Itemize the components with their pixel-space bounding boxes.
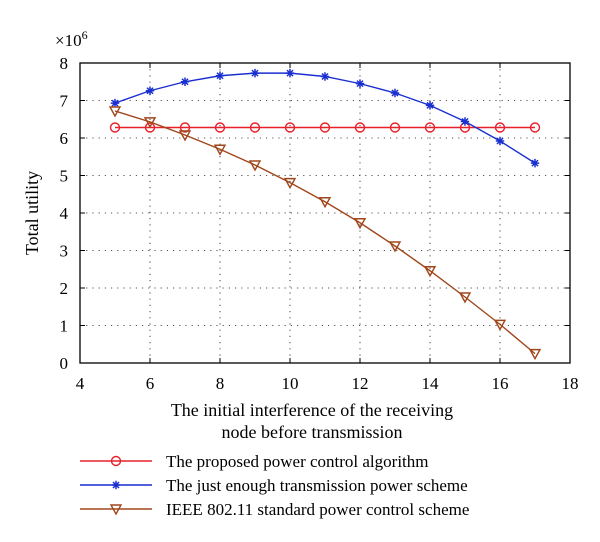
x-tick-label: 6 bbox=[146, 374, 155, 393]
data-point bbox=[145, 86, 155, 95]
data-point bbox=[108, 106, 122, 118]
legend-label: The just enough transmission power schem… bbox=[166, 476, 468, 495]
y-tick-label: 2 bbox=[60, 279, 69, 298]
series-2 bbox=[108, 106, 542, 361]
legend-entry-1: The just enough transmission power schem… bbox=[80, 476, 468, 495]
data-point bbox=[493, 319, 507, 331]
data-point bbox=[319, 122, 331, 133]
series-1 bbox=[110, 68, 540, 168]
x-tick-label: 4 bbox=[76, 374, 85, 393]
data-point bbox=[390, 88, 400, 98]
data-point bbox=[354, 122, 366, 133]
data-point bbox=[495, 136, 505, 146]
y-tick-label: 7 bbox=[60, 92, 69, 111]
data-point bbox=[424, 122, 436, 133]
data-point bbox=[143, 117, 157, 129]
legend: The proposed power control algorithm The … bbox=[80, 452, 469, 519]
data-point bbox=[285, 68, 295, 78]
legend-label: IEEE 802.11 standard power control schem… bbox=[166, 500, 469, 519]
data-point bbox=[460, 117, 470, 126]
data-point bbox=[389, 122, 401, 133]
data-point bbox=[249, 122, 261, 133]
x-tick-label: 18 bbox=[562, 374, 579, 393]
legend-marker bbox=[109, 504, 123, 516]
data-point bbox=[144, 122, 156, 133]
series-line bbox=[114, 110, 536, 355]
data-point bbox=[423, 266, 437, 278]
legend-marker bbox=[110, 455, 122, 467]
data-point bbox=[283, 177, 297, 190]
y-tick-label: 0 bbox=[60, 354, 69, 373]
y-multiplier-exp: 6 bbox=[82, 28, 88, 42]
legend-entry-2: IEEE 802.11 standard power control schem… bbox=[80, 500, 469, 519]
y-tick-label: 6 bbox=[60, 129, 69, 148]
data-point bbox=[250, 68, 260, 78]
x-tick-label: 16 bbox=[492, 374, 509, 393]
data-point bbox=[530, 158, 540, 168]
data-point bbox=[213, 144, 227, 156]
y-tick-label: 5 bbox=[60, 167, 69, 186]
data-point bbox=[528, 348, 542, 361]
data-point bbox=[214, 122, 226, 133]
series-line bbox=[114, 72, 536, 164]
legend-label: The proposed power control algorithm bbox=[166, 452, 429, 471]
data-point bbox=[388, 241, 402, 253]
y-tick-label: 8 bbox=[60, 54, 69, 73]
x-axis-label-line-2: node before transmission bbox=[222, 422, 403, 442]
data-point bbox=[320, 72, 330, 81]
data-point bbox=[284, 122, 296, 133]
y-axis-label: Total utility bbox=[22, 171, 42, 255]
data-point bbox=[248, 160, 262, 172]
x-tick-label: 10 bbox=[282, 374, 299, 393]
y-tick-label: 4 bbox=[60, 204, 69, 223]
legend-marker bbox=[111, 480, 121, 490]
data-point bbox=[355, 79, 365, 88]
data-point bbox=[318, 197, 332, 209]
data-point bbox=[353, 218, 367, 230]
y-tick-label: 1 bbox=[60, 317, 69, 336]
y-tick-label: 3 bbox=[60, 242, 69, 261]
grid-layer bbox=[80, 63, 570, 363]
series-0 bbox=[109, 122, 541, 133]
x-tick-label: 14 bbox=[422, 374, 440, 393]
series-layer bbox=[108, 68, 542, 361]
legend-entry-0: The proposed power control algorithm bbox=[80, 452, 429, 471]
x-tick-label: 8 bbox=[216, 374, 225, 393]
data-point bbox=[110, 98, 120, 108]
y-multiplier-base: ×10 bbox=[55, 31, 82, 50]
x-tick-label: 12 bbox=[352, 374, 369, 393]
data-point bbox=[458, 292, 472, 304]
data-point bbox=[109, 122, 121, 133]
y-multiplier: ×106 bbox=[55, 28, 88, 50]
data-point bbox=[180, 77, 190, 86]
data-point bbox=[529, 122, 541, 133]
data-point bbox=[178, 130, 192, 142]
data-point bbox=[425, 101, 435, 110]
data-point bbox=[215, 71, 225, 80]
data-point bbox=[179, 122, 191, 133]
data-point bbox=[494, 122, 506, 133]
x-axis-label-line-1: The initial interference of the receivin… bbox=[171, 400, 453, 420]
